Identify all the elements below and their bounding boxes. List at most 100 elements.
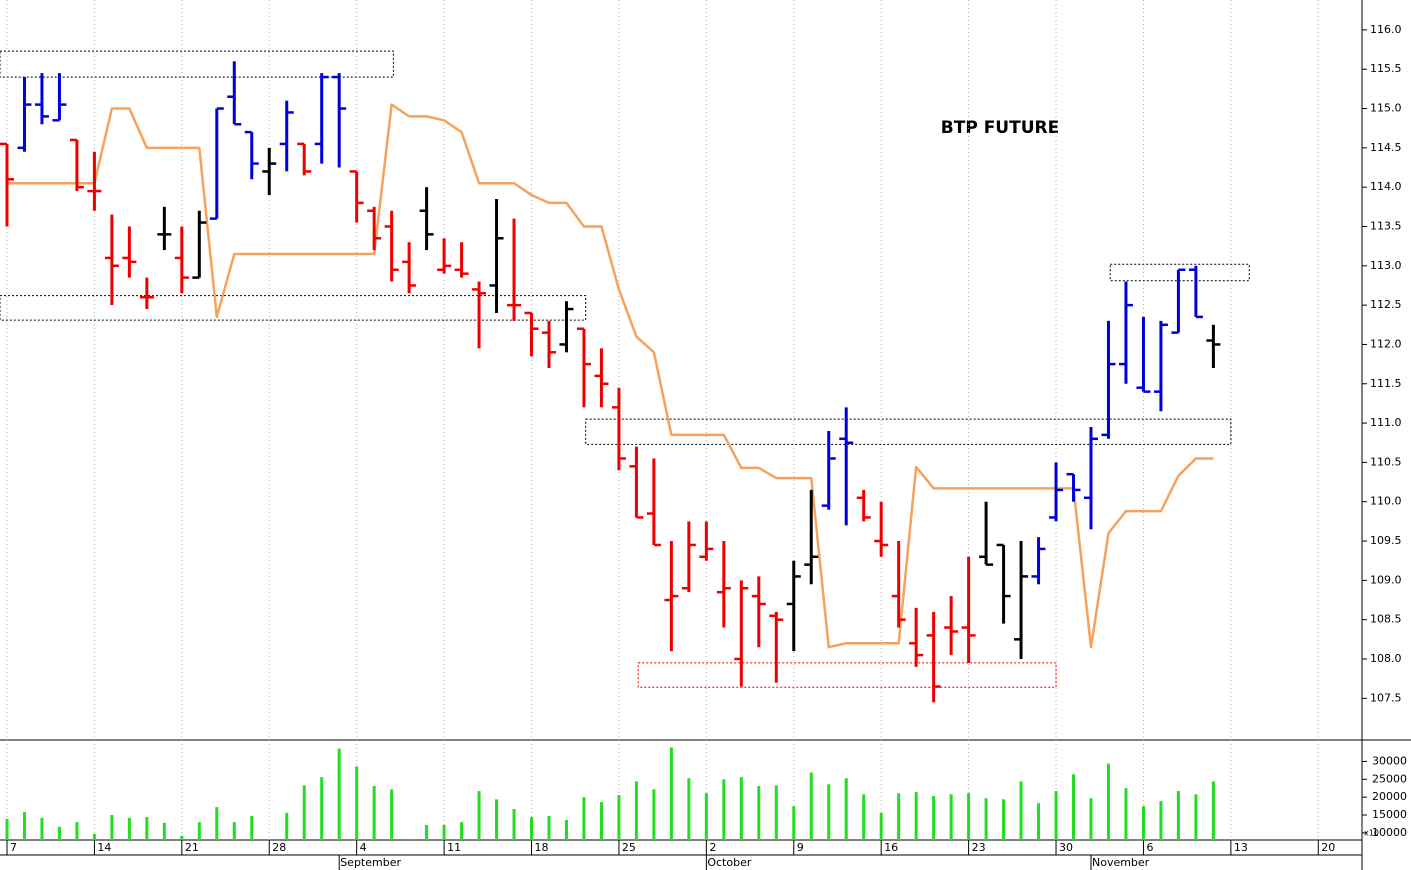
y-tick-label: 111.0 bbox=[1370, 416, 1402, 429]
y-tick-label: 108.0 bbox=[1370, 652, 1402, 665]
volume-y-tick-label: 30000 bbox=[1372, 754, 1407, 767]
volume-bar bbox=[180, 835, 184, 840]
volume-bar bbox=[162, 822, 166, 840]
volume-bar bbox=[355, 766, 359, 840]
volume-bar bbox=[75, 822, 79, 840]
y-tick-label: 109.5 bbox=[1370, 534, 1402, 547]
x-tick-label: 6 bbox=[1146, 841, 1153, 854]
x-tick-label: 25 bbox=[622, 841, 636, 854]
volume-bar bbox=[1072, 774, 1076, 840]
volume-bar bbox=[1019, 781, 1023, 840]
y-tick-label: 107.5 bbox=[1370, 691, 1402, 704]
volume-y-tick-label: 20000 bbox=[1372, 790, 1407, 803]
y-tick-label: 115.5 bbox=[1370, 62, 1402, 75]
volume-bar bbox=[1089, 798, 1093, 840]
volume-bar bbox=[92, 833, 96, 840]
volume-bar bbox=[407, 838, 411, 840]
x-tick-label: 2 bbox=[709, 841, 716, 854]
volume-bar bbox=[949, 794, 953, 840]
volume-bar bbox=[862, 794, 866, 840]
volume-bar bbox=[879, 812, 883, 840]
y-tick-label: 114.0 bbox=[1370, 180, 1402, 193]
x-tick-label: 9 bbox=[797, 841, 804, 854]
volume-bar bbox=[127, 817, 131, 840]
volume-bar bbox=[617, 795, 621, 840]
volume-bar bbox=[984, 798, 988, 840]
zone bbox=[637, 662, 1057, 688]
volume-bar bbox=[1141, 806, 1145, 840]
month-label: November bbox=[1092, 856, 1150, 869]
volume-bar bbox=[739, 777, 743, 840]
x-tick-label: 13 bbox=[1234, 841, 1248, 854]
zone bbox=[585, 418, 1232, 445]
volume-bar bbox=[232, 822, 236, 840]
x-tick-label: 28 bbox=[272, 841, 286, 854]
volume-bar bbox=[844, 778, 848, 840]
volume-bar bbox=[967, 793, 971, 840]
volume-bar bbox=[460, 822, 464, 840]
volume-bar bbox=[1194, 794, 1198, 840]
volume-bar bbox=[1037, 803, 1041, 840]
volume-bar bbox=[757, 786, 761, 840]
volume-bar bbox=[792, 806, 796, 840]
volume-bar bbox=[302, 785, 306, 840]
volume-bar bbox=[495, 799, 499, 840]
volume-bar bbox=[704, 793, 708, 840]
volume-multiplier: x10 bbox=[1364, 829, 1379, 838]
y-tick-label: 110.0 bbox=[1370, 495, 1402, 508]
volume-bar bbox=[809, 772, 813, 840]
volume-bar bbox=[250, 816, 254, 840]
volume-bar bbox=[530, 817, 534, 840]
volume-bar bbox=[22, 812, 26, 840]
chart-title: BTP FUTURE bbox=[941, 118, 1059, 138]
volume-bar bbox=[145, 817, 149, 840]
volume-bar bbox=[1002, 799, 1006, 840]
volume-bar bbox=[5, 818, 9, 840]
volume-bar bbox=[652, 789, 656, 840]
volume-y-tick-label: 15000 bbox=[1372, 808, 1407, 821]
x-tick-label: 16 bbox=[884, 841, 898, 854]
month-label: October bbox=[707, 856, 751, 869]
volume-bar bbox=[512, 808, 516, 840]
y-tick-label: 113.0 bbox=[1370, 259, 1402, 272]
volume-bar bbox=[669, 747, 673, 840]
volume-y-tick-label: 25000 bbox=[1372, 772, 1407, 785]
x-tick-label: 23 bbox=[972, 841, 986, 854]
volume-bar bbox=[390, 789, 394, 840]
x-tick-label: 30 bbox=[1059, 841, 1073, 854]
y-tick-label: 115.0 bbox=[1370, 102, 1402, 115]
volume-bar bbox=[110, 815, 114, 840]
volume-bar bbox=[914, 792, 918, 840]
line-series bbox=[6, 103, 1214, 649]
x-tick-label: 20 bbox=[1321, 841, 1335, 854]
x-tick-label: 18 bbox=[535, 841, 549, 854]
y-tick-label: 112.5 bbox=[1370, 298, 1402, 311]
volume-bar bbox=[827, 784, 831, 840]
volume-bar bbox=[1124, 788, 1128, 840]
volume-bar bbox=[285, 812, 289, 840]
volume-bar bbox=[564, 820, 568, 840]
volume-bar bbox=[599, 802, 603, 840]
volume-bar bbox=[372, 786, 376, 840]
volume-bar bbox=[547, 816, 551, 840]
volume-bar bbox=[267, 838, 271, 840]
x-tick-label: 21 bbox=[185, 841, 199, 854]
volume-y-tick-label: 10000 bbox=[1372, 826, 1407, 839]
month-label: September bbox=[340, 856, 401, 869]
volume-bar bbox=[687, 778, 691, 840]
volume-bar bbox=[197, 822, 201, 840]
zone bbox=[0, 295, 587, 321]
volume-bar bbox=[722, 779, 726, 840]
x-tick-label: 7 bbox=[10, 841, 17, 854]
volume-bar bbox=[442, 825, 446, 840]
volume-bar bbox=[582, 797, 586, 840]
volume-bar bbox=[57, 826, 61, 840]
volume-bar bbox=[1211, 781, 1215, 840]
volume-bar bbox=[897, 793, 901, 840]
y-tick-label: 109.0 bbox=[1370, 573, 1402, 586]
volume-bar bbox=[774, 785, 778, 840]
y-tick-label: 108.5 bbox=[1370, 613, 1402, 626]
volume-bar bbox=[320, 777, 324, 840]
y-tick-label: 111.5 bbox=[1370, 377, 1402, 390]
